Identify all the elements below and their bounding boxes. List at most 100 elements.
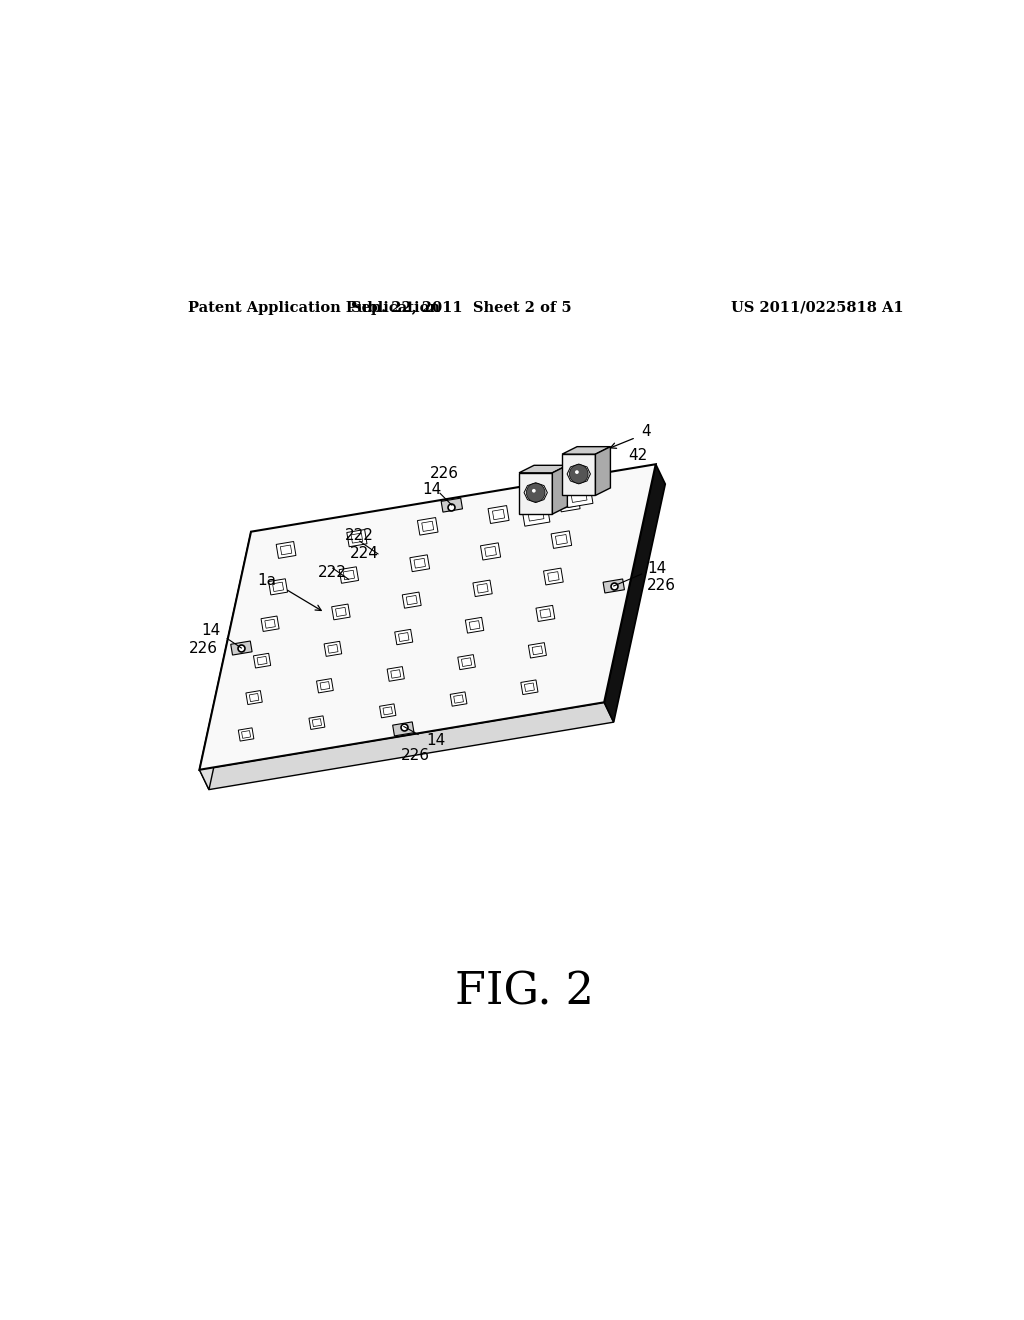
- Text: Patent Application Publication: Patent Application Publication: [187, 301, 439, 315]
- Polygon shape: [559, 494, 580, 512]
- Polygon shape: [387, 667, 404, 681]
- Polygon shape: [521, 502, 550, 527]
- Polygon shape: [484, 546, 497, 557]
- Polygon shape: [544, 568, 563, 585]
- Text: 226: 226: [401, 747, 430, 763]
- Polygon shape: [555, 535, 567, 545]
- Text: 224: 224: [350, 545, 379, 561]
- Polygon shape: [309, 715, 325, 730]
- Polygon shape: [540, 609, 551, 618]
- Polygon shape: [527, 507, 544, 521]
- Text: 14: 14: [202, 623, 221, 638]
- Circle shape: [526, 483, 545, 502]
- Polygon shape: [603, 579, 625, 593]
- Text: 42: 42: [629, 449, 648, 463]
- Polygon shape: [563, 498, 575, 508]
- Polygon shape: [351, 533, 362, 543]
- Polygon shape: [532, 645, 543, 655]
- Polygon shape: [462, 657, 472, 667]
- Polygon shape: [343, 570, 354, 579]
- Polygon shape: [391, 669, 400, 678]
- Polygon shape: [324, 642, 342, 656]
- Polygon shape: [562, 454, 595, 495]
- Polygon shape: [465, 618, 483, 634]
- Polygon shape: [418, 517, 438, 535]
- Polygon shape: [488, 506, 509, 524]
- Polygon shape: [410, 554, 430, 572]
- Polygon shape: [422, 521, 434, 532]
- Polygon shape: [268, 578, 288, 595]
- Text: 226: 226: [647, 578, 676, 594]
- Text: 14: 14: [648, 561, 667, 576]
- Text: 1a: 1a: [257, 573, 276, 589]
- Polygon shape: [521, 680, 538, 694]
- Polygon shape: [552, 466, 567, 513]
- Polygon shape: [281, 545, 292, 554]
- Polygon shape: [528, 643, 547, 657]
- Text: FIG. 2: FIG. 2: [456, 970, 594, 1014]
- Polygon shape: [200, 532, 260, 789]
- Polygon shape: [242, 730, 251, 738]
- Polygon shape: [441, 498, 463, 512]
- Polygon shape: [519, 466, 567, 473]
- Polygon shape: [473, 579, 493, 597]
- Polygon shape: [261, 616, 280, 631]
- Polygon shape: [524, 483, 548, 503]
- Circle shape: [575, 470, 579, 474]
- Circle shape: [532, 488, 536, 492]
- Polygon shape: [551, 531, 571, 548]
- Polygon shape: [519, 473, 552, 513]
- Polygon shape: [407, 595, 417, 605]
- Polygon shape: [493, 510, 505, 520]
- Polygon shape: [276, 541, 296, 558]
- Text: Sep. 22, 2011  Sheet 2 of 5: Sep. 22, 2011 Sheet 2 of 5: [351, 301, 571, 315]
- Polygon shape: [239, 727, 254, 741]
- Polygon shape: [200, 465, 655, 770]
- Polygon shape: [524, 682, 535, 692]
- Polygon shape: [595, 446, 610, 495]
- Polygon shape: [249, 693, 259, 702]
- Polygon shape: [604, 465, 666, 722]
- Polygon shape: [321, 681, 330, 690]
- Polygon shape: [392, 722, 414, 737]
- Polygon shape: [564, 483, 593, 507]
- Polygon shape: [548, 572, 559, 581]
- Polygon shape: [200, 702, 613, 789]
- Polygon shape: [347, 529, 367, 546]
- Polygon shape: [316, 678, 333, 693]
- Text: US 2011/0225818 A1: US 2011/0225818 A1: [731, 301, 904, 315]
- Polygon shape: [246, 690, 262, 705]
- Polygon shape: [469, 620, 480, 630]
- Polygon shape: [562, 446, 610, 454]
- Polygon shape: [398, 632, 409, 642]
- Polygon shape: [380, 704, 396, 718]
- Polygon shape: [383, 706, 392, 715]
- Polygon shape: [254, 653, 270, 668]
- Polygon shape: [257, 656, 267, 665]
- Polygon shape: [454, 694, 464, 704]
- Polygon shape: [328, 644, 338, 653]
- Polygon shape: [402, 593, 421, 609]
- Polygon shape: [451, 692, 467, 706]
- Polygon shape: [477, 583, 488, 593]
- Polygon shape: [414, 558, 425, 568]
- Text: 226: 226: [188, 640, 218, 656]
- Circle shape: [569, 465, 588, 483]
- Polygon shape: [265, 619, 275, 628]
- Polygon shape: [339, 566, 358, 583]
- Text: 14: 14: [426, 734, 445, 748]
- Polygon shape: [394, 630, 413, 644]
- Text: 222: 222: [345, 528, 374, 543]
- Polygon shape: [312, 718, 322, 726]
- Polygon shape: [567, 465, 591, 484]
- Text: 222: 222: [318, 565, 347, 581]
- Polygon shape: [336, 607, 346, 616]
- Polygon shape: [230, 642, 252, 655]
- Text: 4: 4: [641, 425, 651, 440]
- Polygon shape: [272, 582, 284, 591]
- Polygon shape: [480, 543, 501, 560]
- Text: 14: 14: [422, 482, 441, 496]
- Text: 226: 226: [429, 466, 459, 480]
- Polygon shape: [458, 655, 475, 669]
- Polygon shape: [536, 606, 555, 622]
